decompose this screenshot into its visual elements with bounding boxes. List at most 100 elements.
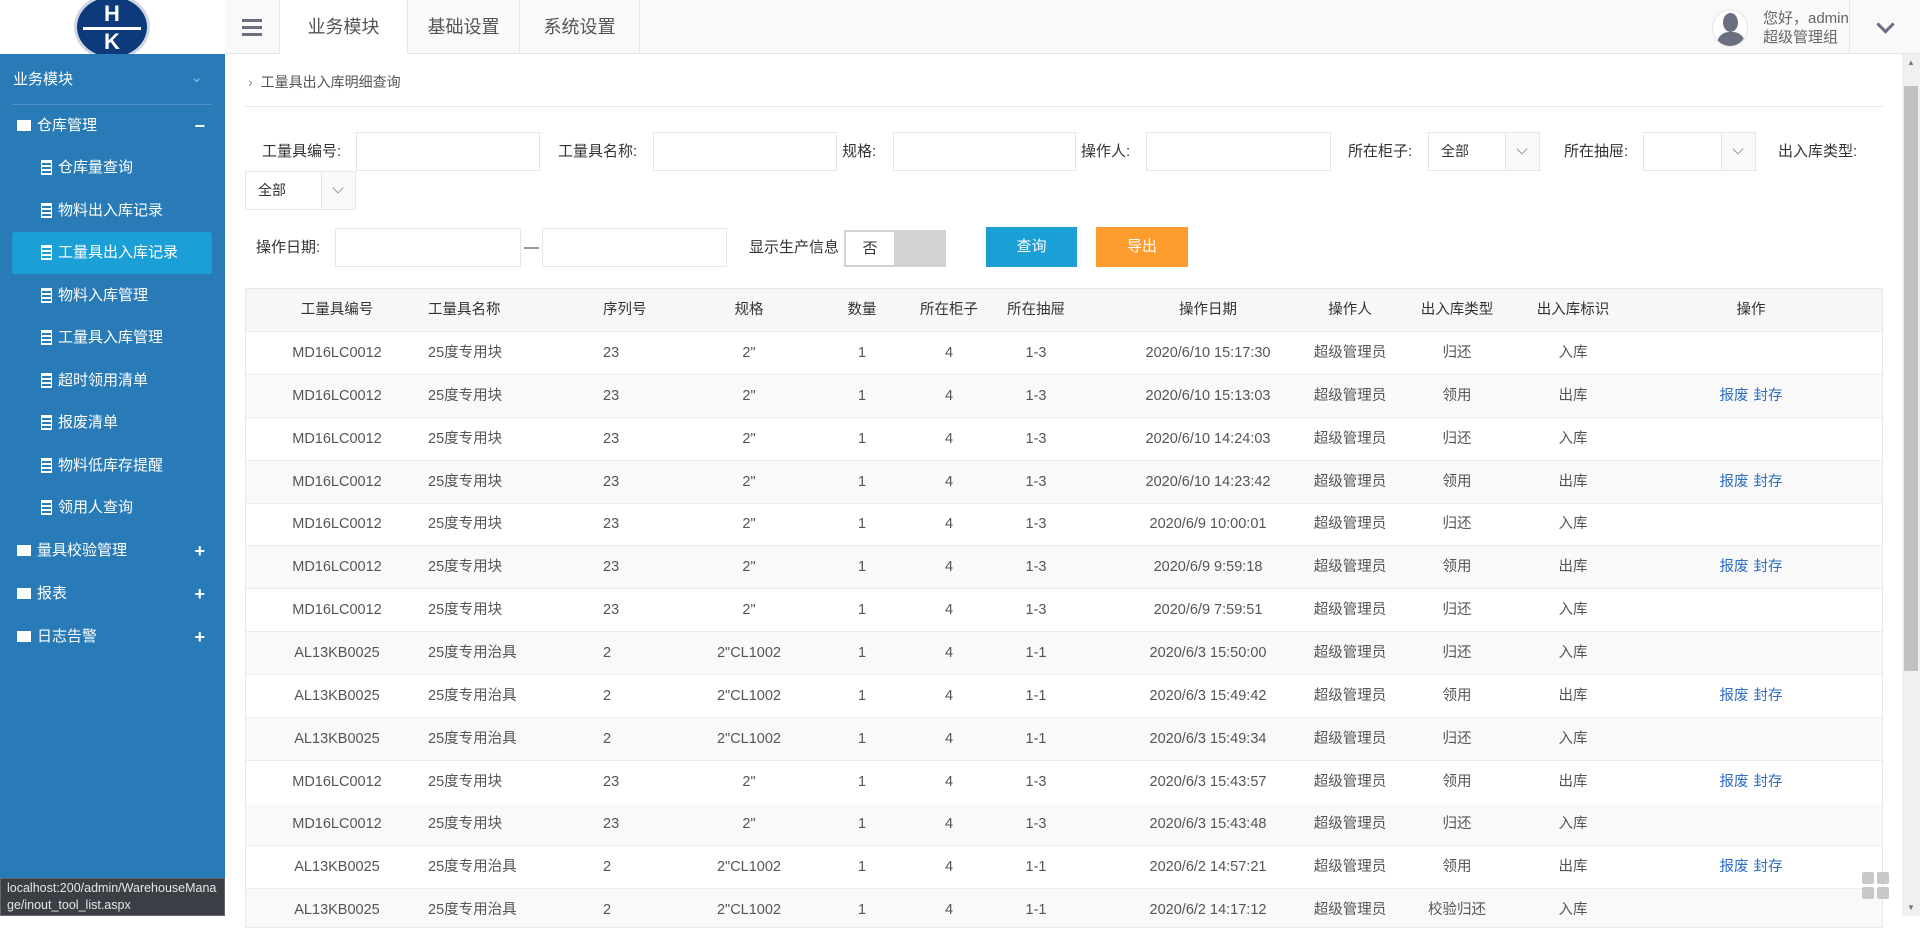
export-button[interactable]: 导出 [1096,227,1188,267]
sidebar-item[interactable]: 物料低库存提醒 [0,445,225,487]
document-icon [41,415,52,430]
spec-input[interactable] [893,132,1076,171]
sidebar-section[interactable]: 业务模块 ⌄ [0,59,225,101]
cell-io-flag: 入库 [1558,345,1588,361]
sidebar-item[interactable]: 工量具出入库记录 [12,232,212,274]
column-header[interactable]: 出入库类型 [1420,302,1494,318]
column-header[interactable]: 规格 [734,302,764,318]
tab-basic-settings[interactable]: 基础设置 [408,0,520,54]
document-icon [41,457,52,473]
table-row: MD16LC0012 25度专用块 23 2" 1 4 1-3 2020/6/10 15:13… [246,374,1882,418]
cell-drawer: 1-3 [1025,473,1047,490]
column-header[interactable]: 所在柜子 [920,302,978,318]
sidebar-group-warehouse[interactable]: 仓库管理 − [0,105,225,147]
user-menu-chevron-down-icon[interactable] [1849,0,1920,54]
sidebar-group[interactable]: 日志告警 + [0,616,225,658]
sidebar-item[interactable]: 物料出入库记录 [0,190,225,232]
divider [12,104,212,105]
seal-link[interactable]: 封存 [1753,473,1783,490]
io-type-select[interactable]: 全部 [245,171,356,210]
column-header[interactable]: 工量具编号 [300,302,374,318]
cell-operate-date: 2020/6/3 15:49:42 [1149,687,1267,704]
seal-link[interactable]: 封存 [1753,859,1783,876]
drawer-select[interactable] [1643,132,1756,171]
cabinet-select[interactable]: 全部 [1428,132,1540,171]
scrap-link[interactable]: 报废 [1719,387,1749,404]
cell-cabinet: 4 [944,473,954,490]
seal-link[interactable]: 封存 [1753,687,1783,704]
user-role: 超级管理组 [1763,29,1839,46]
cell-quantity: 1 [857,345,867,361]
sidebar-item[interactable]: 领用人查询 [0,487,225,529]
column-header[interactable]: 所在抽屉 [1007,302,1065,318]
tab-business[interactable]: 业务模块 [280,0,408,54]
cell-spec: 2" [742,473,756,490]
document-icon [41,202,52,218]
date-end-input[interactable] [542,228,727,267]
table-row: MD16LC0012 25度专用块 23 2" 1 4 1-3 2020/6/3 15:43:… [246,761,1882,804]
cell-operate-date: 2020/6/9 7:59:51 [1153,602,1263,619]
table-row: MD16LC0012 25度专用块 23 2" 1 4 1-3 2020/6/10 14:24… [246,418,1882,461]
records-table: 工量具编号 工量具名称 序列号 规格 数量 所在柜子 所在抽屉 操作日期 操作人 出入库类型 出入库… [245,288,1883,928]
divider [245,106,1883,107]
seal-link[interactable]: 封存 [1753,387,1783,404]
scrap-link[interactable]: 报废 [1719,559,1749,576]
sidebar-item[interactable]: 工量具入库管理 [0,317,225,359]
cell-operate-date: 2020/6/10 14:23:42 [1145,473,1271,490]
collapse-icon: − [194,116,205,136]
cell-quantity: 1 [857,816,867,833]
column-header[interactable]: 操作日期 [1179,302,1237,318]
cell-quantity: 1 [857,516,867,533]
query-button[interactable]: 查询 [986,227,1077,267]
column-header[interactable]: 序列号 [603,302,647,318]
column-header[interactable]: 工量具名称 [428,302,501,318]
column-header[interactable]: 操作 [1736,302,1766,318]
hamburger-menu-icon[interactable] [225,0,280,54]
cell-cabinet: 4 [944,430,954,447]
scroll-down-icon[interactable]: ▼ [1907,903,1915,912]
group-label: 仓库管理 [37,117,98,134]
sidebar-item[interactable]: 超时领用清单 [0,360,225,402]
cell-io-flag: 入库 [1558,902,1588,919]
grid-icon[interactable] [1862,872,1890,900]
sidebar-group[interactable]: 量具校验管理 + [0,530,225,572]
group-label: 量具校验管理 [37,542,128,559]
toggle-value: 否 [844,230,896,267]
column-header[interactable]: 数量 [847,302,877,318]
cell-operator: 超级管理员 [1313,687,1387,704]
scroll-up-icon[interactable]: ▲ [1907,58,1915,67]
seal-link[interactable]: 封存 [1753,559,1783,576]
tool-name-input[interactable] [653,132,837,171]
cell-operate-date: 2020/6/10 15:17:30 [1145,345,1271,361]
column-header[interactable]: 操作人 [1328,302,1372,318]
cell-io-type: 归还 [1442,602,1472,619]
cell-operator: 超级管理员 [1313,473,1387,490]
cell-quantity: 1 [857,687,867,704]
scrap-link[interactable]: 报废 [1719,859,1749,876]
scrollbar-thumb[interactable] [1904,86,1918,671]
table-row: MD16LC0012 25度专用块 23 2" 1 4 1-3 2020/6/10 15:17… [246,332,1882,375]
cell-tool-no: MD16LC0012 [292,773,382,790]
document-icon [41,287,52,303]
date-start-input[interactable] [335,228,521,267]
avatar[interactable] [1712,9,1748,47]
document-icon [41,372,52,388]
scrap-link[interactable]: 报废 [1719,473,1749,490]
cell-cabinet: 4 [944,687,954,704]
sidebar-item[interactable]: 仓库量查询 [0,147,225,189]
cell-io-flag: 入库 [1558,430,1588,447]
cell-drawer: 1-3 [1025,430,1047,447]
seal-link[interactable]: 封存 [1753,773,1783,790]
sidebar-item[interactable]: 物料入库管理 [0,275,225,317]
tool-no-input[interactable] [356,132,540,171]
sidebar-group[interactable]: 报表 + [0,573,225,615]
operator-input[interactable] [1146,132,1331,171]
cell-cabinet: 4 [944,859,954,876]
show-production-toggle[interactable]: 否 [844,230,946,267]
sidebar: 业务模块 ⌄ 仓库管理 − 仓库量查询 物料出入库记录 工量具出入库记录 物料入库管理 工量… [0,54,225,916]
column-header[interactable]: 出入库标识 [1536,302,1610,318]
sidebar-item[interactable]: 报废清单 [0,402,225,444]
scrap-link[interactable]: 报废 [1719,687,1749,704]
scrap-link[interactable]: 报废 [1719,773,1749,790]
tab-system-settings[interactable]: 系统设置 [520,0,640,54]
